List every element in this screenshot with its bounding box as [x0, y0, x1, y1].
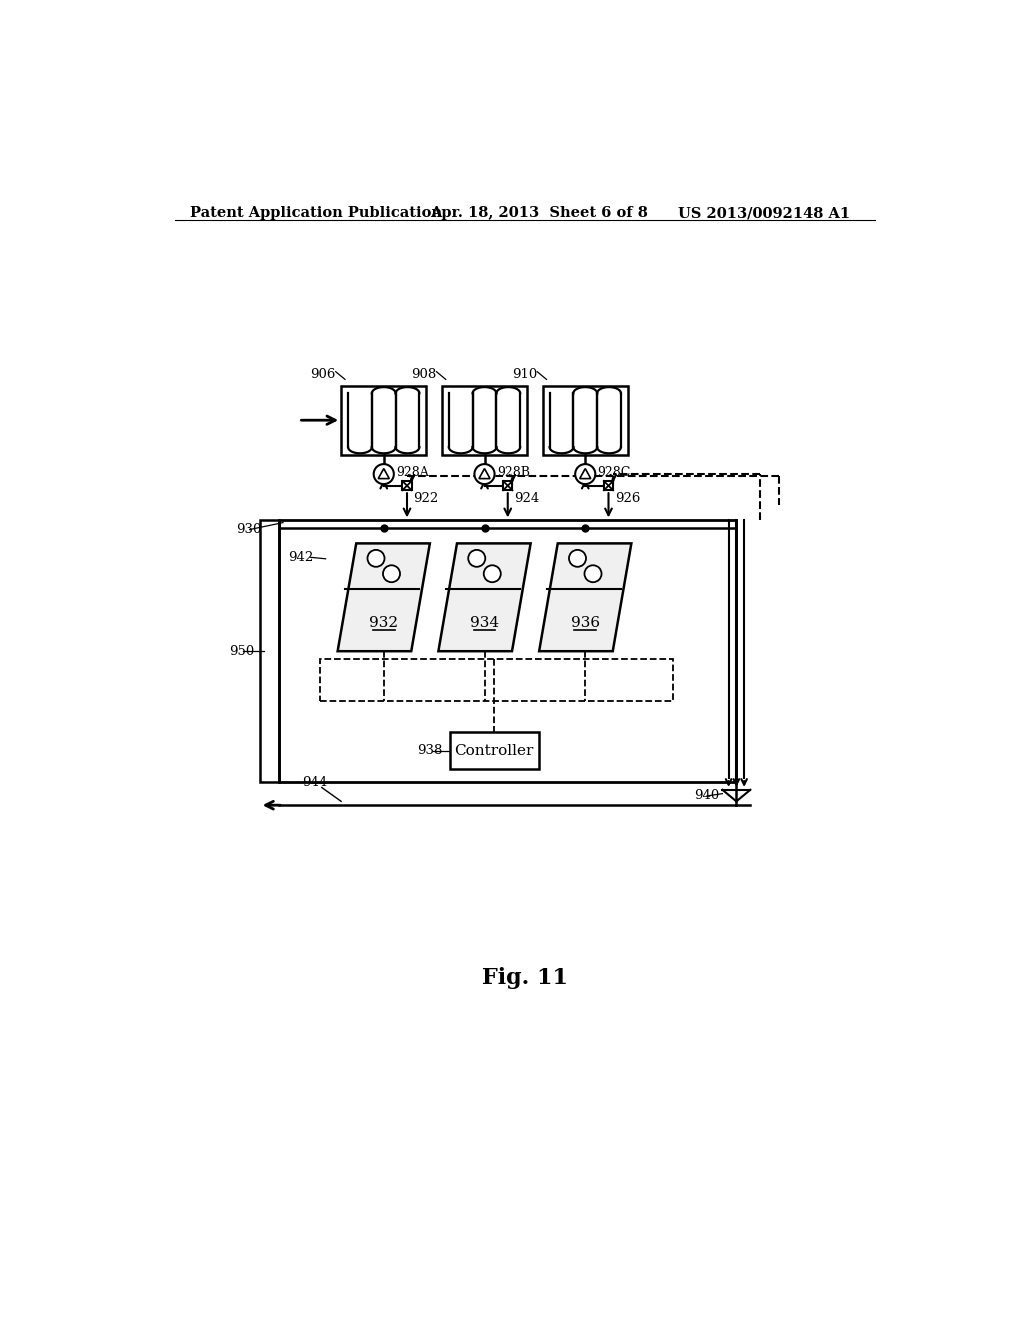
- Text: 910: 910: [512, 368, 538, 381]
- Bar: [280, 520, 736, 781]
- Text: 908: 908: [412, 368, 436, 381]
- Text: Fig. 11: Fig. 11: [482, 968, 567, 990]
- Circle shape: [374, 465, 394, 484]
- Circle shape: [474, 465, 495, 484]
- Polygon shape: [338, 544, 430, 651]
- Text: 934: 934: [470, 616, 499, 630]
- Text: 906: 906: [310, 368, 336, 381]
- Text: 932: 932: [370, 616, 398, 630]
- Text: 930: 930: [237, 523, 262, 536]
- Text: Patent Application Publication: Patent Application Publication: [190, 206, 442, 220]
- Text: 928C: 928C: [598, 466, 631, 479]
- Text: 944: 944: [302, 776, 328, 788]
- Circle shape: [575, 465, 595, 484]
- Circle shape: [483, 565, 501, 582]
- Text: US 2013/0092148 A1: US 2013/0092148 A1: [678, 206, 850, 220]
- Text: Controller: Controller: [455, 743, 534, 758]
- Bar: [442, 385, 527, 455]
- Text: 942: 942: [289, 550, 313, 564]
- Polygon shape: [479, 469, 490, 479]
- Circle shape: [468, 550, 485, 566]
- Polygon shape: [438, 544, 530, 651]
- Circle shape: [569, 550, 586, 566]
- Circle shape: [585, 565, 601, 582]
- Polygon shape: [378, 469, 389, 479]
- Bar: [402, 480, 412, 490]
- Bar: [450, 733, 539, 770]
- Text: 928A: 928A: [396, 466, 429, 479]
- Bar: [543, 385, 628, 455]
- Text: 950: 950: [228, 644, 254, 657]
- Bar: [503, 480, 512, 490]
- Bar: [341, 385, 426, 455]
- Polygon shape: [540, 544, 632, 651]
- Text: 924: 924: [514, 492, 540, 504]
- Bar: [604, 480, 613, 490]
- Text: Apr. 18, 2013  Sheet 6 of 8: Apr. 18, 2013 Sheet 6 of 8: [430, 206, 648, 220]
- Text: 940: 940: [693, 789, 719, 803]
- Bar: [260, 520, 280, 781]
- Text: 922: 922: [414, 492, 438, 504]
- Text: 926: 926: [614, 492, 640, 504]
- Polygon shape: [580, 469, 591, 479]
- Circle shape: [368, 550, 385, 566]
- Text: 938: 938: [417, 744, 442, 758]
- Bar: [321, 659, 673, 701]
- Text: 928B: 928B: [497, 466, 529, 479]
- Circle shape: [383, 565, 400, 582]
- Text: 936: 936: [570, 616, 600, 630]
